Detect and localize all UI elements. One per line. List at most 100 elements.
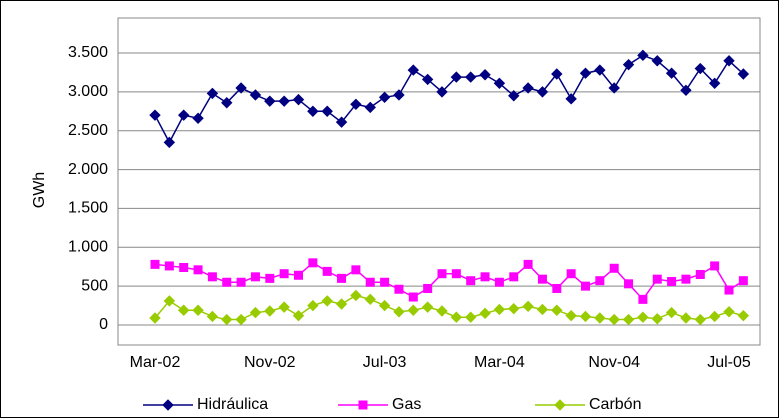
- x-tick-label: Mar-02: [130, 354, 181, 371]
- legend-label: Hidráulica: [197, 396, 268, 413]
- marker: [193, 265, 203, 275]
- marker: [364, 293, 376, 306]
- marker: [695, 269, 705, 279]
- marker: [206, 87, 219, 100]
- marker: [536, 303, 549, 316]
- legend-label: Carbón: [589, 396, 641, 413]
- marker: [579, 310, 592, 323]
- marker: [393, 306, 405, 318]
- marker: [724, 285, 734, 295]
- y-tick-label: 0: [99, 316, 108, 333]
- marker: [637, 49, 649, 62]
- marker: [551, 68, 563, 80]
- marker: [680, 84, 692, 97]
- marker: [479, 69, 491, 81]
- marker: [322, 266, 332, 276]
- marker: [278, 301, 290, 313]
- x-tick-label: Mar-04: [474, 354, 525, 371]
- marker: [464, 311, 477, 323]
- marker: [522, 82, 534, 94]
- x-tick-label: Jul-03: [363, 354, 407, 371]
- y-tick-label: 3.000: [68, 83, 108, 100]
- marker: [294, 270, 303, 280]
- marker: [207, 272, 217, 282]
- x-tick-label: Jul-05: [707, 354, 751, 371]
- marker: [436, 86, 448, 98]
- marker: [236, 277, 246, 287]
- marker: [708, 310, 721, 323]
- marker: [351, 265, 361, 275]
- y-tick-label: 1.000: [68, 239, 108, 256]
- marker: [579, 67, 592, 79]
- marker: [421, 301, 434, 313]
- marker: [494, 277, 504, 287]
- marker: [350, 289, 362, 302]
- marker: [408, 292, 418, 302]
- marker: [380, 277, 390, 287]
- legend-marker: [162, 399, 174, 411]
- marker: [594, 312, 606, 324]
- marker: [264, 95, 276, 107]
- marker: [222, 277, 232, 287]
- marker: [450, 311, 463, 323]
- marker: [423, 283, 433, 293]
- marker: [206, 310, 219, 323]
- marker: [350, 98, 362, 110]
- legend-marker: [358, 400, 368, 410]
- marker: [708, 77, 721, 90]
- marker: [737, 309, 750, 322]
- marker: [407, 64, 420, 76]
- marker: [249, 306, 262, 319]
- marker: [264, 305, 276, 317]
- marker: [537, 274, 547, 284]
- marker: [451, 269, 461, 279]
- marker: [163, 295, 176, 307]
- marker: [292, 309, 305, 322]
- marker: [421, 73, 434, 86]
- marker: [480, 272, 490, 282]
- marker: [335, 298, 348, 310]
- marker: [565, 93, 577, 105]
- marker: [378, 91, 391, 104]
- marker: [164, 261, 174, 271]
- legend-marker: [554, 399, 566, 411]
- marker: [508, 302, 520, 315]
- marker: [365, 277, 375, 287]
- legend-label: Gas: [392, 396, 421, 413]
- marker: [523, 259, 533, 269]
- marker: [566, 269, 576, 279]
- marker: [694, 313, 707, 326]
- marker: [177, 109, 190, 121]
- marker: [581, 281, 590, 291]
- y-axis-label: GWh: [31, 172, 48, 208]
- marker: [307, 299, 319, 312]
- marker: [622, 313, 635, 326]
- marker: [335, 116, 348, 128]
- marker: [249, 89, 262, 101]
- y-tick-label: 2.000: [68, 161, 108, 178]
- marker: [551, 304, 563, 316]
- marker: [163, 136, 176, 149]
- marker: [552, 283, 562, 293]
- x-tick-label: Nov-02: [244, 354, 296, 371]
- x-tick-label: Nov-04: [588, 354, 640, 371]
- marker: [364, 101, 376, 114]
- y-tick-label: 2.500: [68, 122, 108, 139]
- marker: [608, 313, 620, 326]
- marker: [681, 274, 691, 284]
- marker: [407, 304, 420, 316]
- marker: [651, 55, 663, 67]
- y-tick-label: 3.500: [68, 44, 108, 61]
- marker: [665, 306, 678, 319]
- marker: [437, 269, 447, 279]
- marker: [594, 64, 606, 76]
- marker: [624, 279, 634, 289]
- marker: [464, 71, 477, 83]
- marker: [723, 55, 735, 67]
- marker: [278, 95, 290, 107]
- marker: [508, 90, 520, 102]
- marker: [710, 261, 720, 271]
- marker: [565, 309, 577, 322]
- marker: [393, 89, 405, 101]
- marker: [192, 112, 204, 124]
